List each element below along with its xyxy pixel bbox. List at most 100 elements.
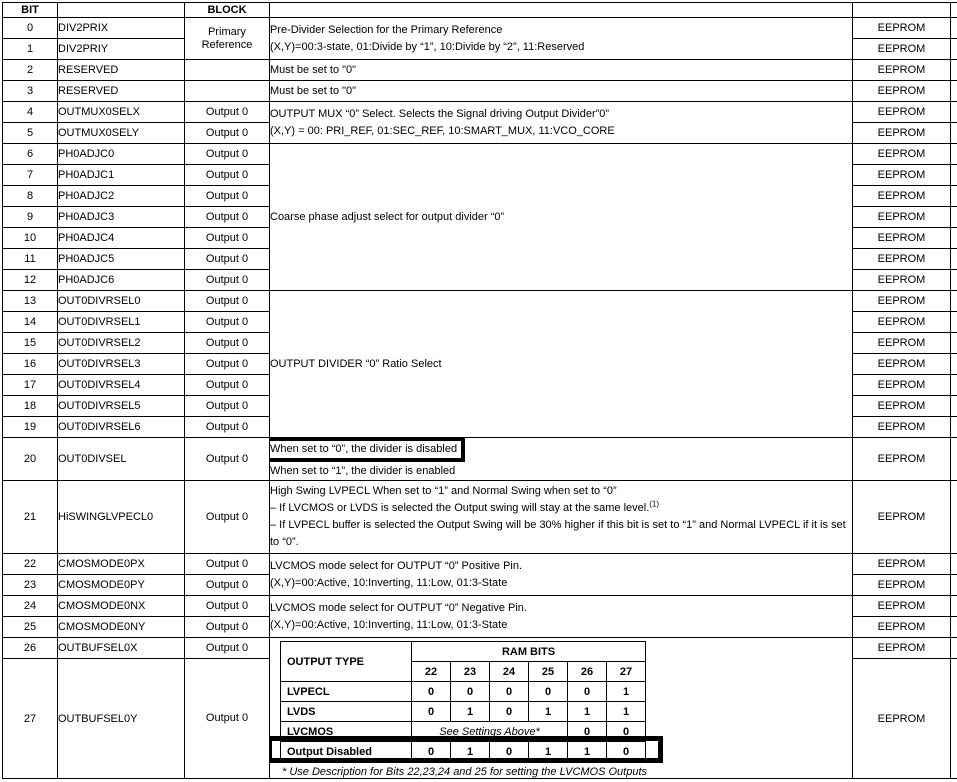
description-cell: Must be set to "0" <box>269 80 853 102</box>
ram-bit-value: 1 <box>605 681 647 702</box>
bit-cell: 21 <box>2 480 58 554</box>
block-cell: Output 0 <box>184 206 270 228</box>
register-name-cell: PH0ADJC6 <box>57 269 185 291</box>
description-line: – If LVPECL buffer is selected the Outpu… <box>270 519 846 548</box>
eeprom-cell: EEPROM <box>852 416 951 438</box>
block-cell: Output 0 <box>184 416 270 438</box>
block-cell: Output 0 <box>184 353 270 375</box>
block-cell: Output 0 <box>184 122 270 144</box>
cutoff-cell <box>950 269 957 291</box>
register-name-cell: CMOSMODE0PX <box>57 553 185 575</box>
description-cell: OUTPUT TYPE RAM BITS 22 23 24 25 26 27 L… <box>269 637 853 779</box>
eeprom-cell: EEPROM <box>852 185 951 207</box>
output-type-label: LVDS <box>280 701 412 722</box>
ram-bit-value: 1 <box>567 741 607 762</box>
register-name-cell: OUTMUX0SELX <box>57 101 185 123</box>
eeprom-cell: EEPROM <box>852 437 951 481</box>
bit-cell: 12 <box>2 269 58 291</box>
register-name-cell: HiSWINGLVPECL0 <box>57 480 185 554</box>
eeprom-cell: EEPROM <box>852 658 951 779</box>
eeprom-cell: EEPROM <box>852 480 951 554</box>
ram-bit-value: 0 <box>450 681 490 702</box>
col-header-bit: BIT <box>2 2 58 18</box>
eeprom-cell: EEPROM <box>852 206 951 228</box>
cutoff-cell <box>950 101 957 123</box>
block-cell: Output 0 <box>184 616 270 638</box>
cutoff-cell <box>950 185 957 207</box>
cutoff-cell <box>950 227 957 249</box>
bit-cell: 23 <box>2 574 58 596</box>
ram-bit-value: 0 <box>411 681 451 702</box>
block-cell: Output 0 <box>184 311 270 333</box>
ram-bit-value: 0 <box>489 741 529 762</box>
cutoff-cell <box>950 143 957 165</box>
description-cell: LVCMOS mode select for OUTPUT “0” Negati… <box>269 595 853 638</box>
block-cell: Output 0 <box>184 395 270 417</box>
bit-cell: 27 <box>2 658 58 779</box>
register-name-cell: OUTBUFSEL0Y <box>57 658 185 779</box>
block-cell: Output 0 <box>184 437 270 481</box>
ram-bit-value: 1 <box>450 741 490 762</box>
ram-bit-value: 0 <box>605 741 647 762</box>
eeprom-cell: EEPROM <box>852 395 951 417</box>
eeprom-cell: EEPROM <box>852 227 951 249</box>
cutoff-cell <box>950 2 957 18</box>
register-name-cell: OUT0DIVRSEL4 <box>57 374 185 396</box>
register-name-cell: DIV2PRIX <box>57 17 185 39</box>
block-cell-empty <box>184 59 270 81</box>
cutoff-cell <box>950 290 957 312</box>
register-name-cell: CMOSMODE0NY <box>57 616 185 638</box>
output-type-header: OUTPUT TYPE <box>280 641 412 682</box>
footnote-ref-superscript: (1) <box>649 499 660 509</box>
cutoff-cell <box>950 574 957 596</box>
bit-cell: 3 <box>2 80 58 102</box>
ram-bit-col-header: 25 <box>528 661 568 682</box>
ram-bit-col-header: 22 <box>411 661 451 682</box>
cutoff-cell <box>950 122 957 144</box>
cutoff-cell <box>950 311 957 333</box>
eeprom-cell: EEPROM <box>852 38 951 60</box>
eeprom-cell: EEPROM <box>852 59 951 81</box>
bit-cell: 24 <box>2 595 58 617</box>
bit-cell: 22 <box>2 553 58 575</box>
ram-bit-value: 1 <box>605 701 647 722</box>
bit-cell: 1 <box>2 38 58 60</box>
col-header-block: BLOCK <box>184 2 270 18</box>
description-line: When set to “1”, the divider is enabled <box>270 465 456 477</box>
bit-cell: 11 <box>2 248 58 270</box>
col-header-name <box>57 2 185 18</box>
ram-bit-value: 0 <box>489 681 529 702</box>
ram-bit-value: 1 <box>528 741 568 762</box>
col-header-description <box>269 2 853 18</box>
description-cell: OUTPUT MUX “0” Select. Selects the Signa… <box>269 101 853 144</box>
cutoff-cell <box>950 595 957 617</box>
col-header-eeprom <box>852 2 951 18</box>
eeprom-cell: EEPROM <box>852 616 951 638</box>
cutoff-cell <box>950 38 957 60</box>
bit-cell: 19 <box>2 416 58 438</box>
cutoff-cell <box>950 616 957 638</box>
ram-bits-header: RAM BITS <box>410 641 647 662</box>
description-text: – If LVCMOS or LVDS is selected the Outp… <box>270 502 650 514</box>
cutoff-cell <box>950 353 957 375</box>
block-cell: Output 0 <box>184 164 270 186</box>
bit-cell: 18 <box>2 395 58 417</box>
description-cell: LVCMOS mode select for OUTPUT “0” Positi… <box>269 553 853 596</box>
block-cell: Output 0 <box>184 185 270 207</box>
ram-bit-value: 0 <box>411 701 451 722</box>
bit-cell: 8 <box>2 185 58 207</box>
block-cell: Output 0 <box>184 332 270 354</box>
cutoff-cell <box>950 206 957 228</box>
bit-cell: 15 <box>2 332 58 354</box>
eeprom-cell: EEPROM <box>852 17 951 39</box>
bit-cell: 10 <box>2 227 58 249</box>
block-cell: Output 0 <box>184 101 270 123</box>
see-settings-note: See Settings Above* <box>411 721 568 742</box>
cutoff-cell <box>950 480 957 554</box>
output-type-label: LVPECL <box>280 681 412 702</box>
bit-cell: 13 <box>2 290 58 312</box>
description-line: – If LVCMOS or LVDS is selected the Outp… <box>270 499 852 517</box>
cutoff-cell <box>950 59 957 81</box>
